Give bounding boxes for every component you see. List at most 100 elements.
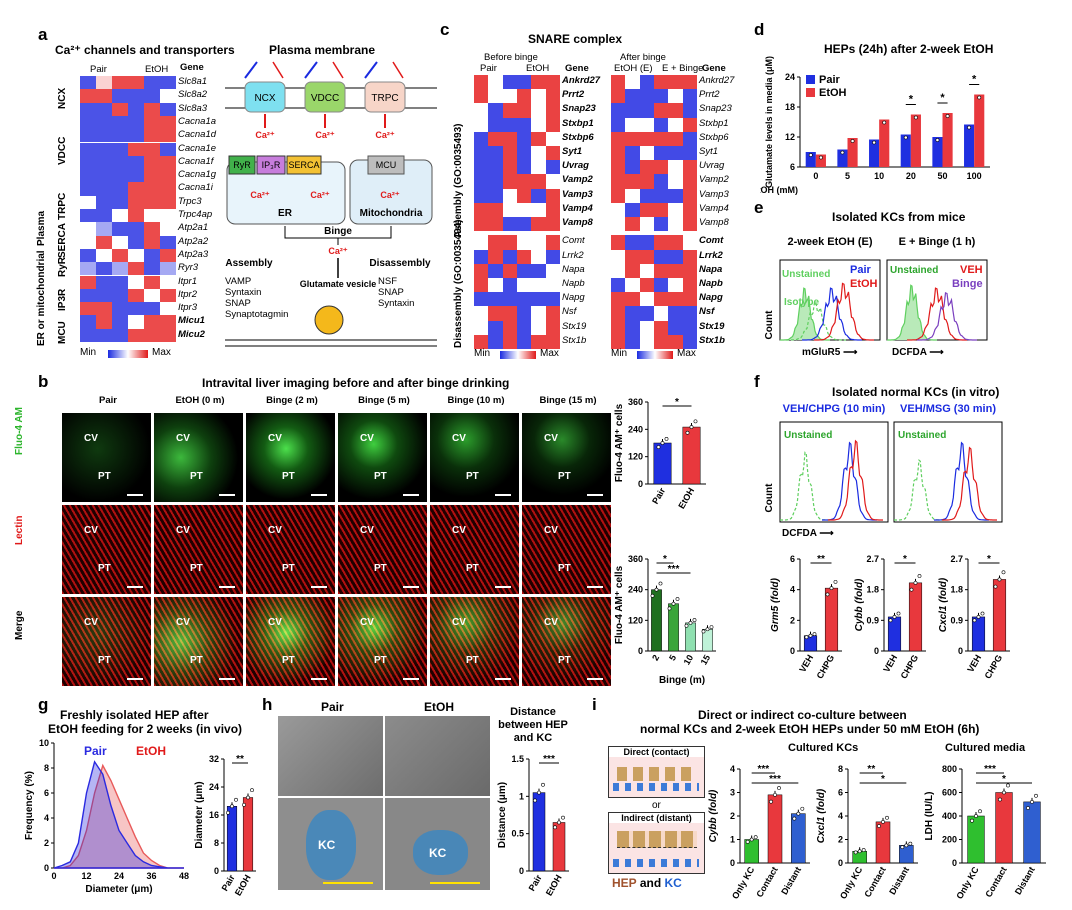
heatmap-cell xyxy=(682,160,697,175)
heatmap-cell xyxy=(144,129,160,143)
heatmap-cell xyxy=(517,188,532,203)
panel-label-b: b xyxy=(38,372,49,391)
heatmap-cell xyxy=(682,235,697,250)
heatmap-cell xyxy=(654,146,669,161)
binge-curve xyxy=(917,292,977,341)
data-point xyxy=(685,430,690,435)
scale-bar xyxy=(127,678,143,680)
heatmap-cell xyxy=(625,306,640,321)
y-tick-label: 2.7 xyxy=(866,554,879,564)
y-tick-label: 0 xyxy=(958,646,963,656)
heatmap-cell xyxy=(517,103,532,118)
data-point xyxy=(877,824,881,828)
scale-bar xyxy=(495,678,511,680)
data-point xyxy=(658,581,663,586)
hep-kc-legend: HEP and KC xyxy=(612,876,682,890)
gene-label: Stxbp6 xyxy=(699,131,729,143)
unstained-curve xyxy=(894,459,944,521)
vdcc-box xyxy=(304,81,346,113)
assembly-item: Synaptotagmin xyxy=(225,309,289,320)
data-point xyxy=(977,95,982,100)
panel-e-title: Isolated KCs from mice xyxy=(832,210,966,224)
cv-label: CV xyxy=(84,525,98,536)
data-point xyxy=(230,804,234,809)
heatmap-cell xyxy=(654,334,669,349)
bar xyxy=(900,134,911,167)
heatmap-cell xyxy=(160,142,176,156)
heatmap-cell xyxy=(639,75,654,90)
panel-label-g: g xyxy=(38,695,49,714)
sig-marker: * xyxy=(1002,774,1006,785)
heatmap-cell xyxy=(531,174,546,189)
heatmap-cell xyxy=(545,249,560,264)
heatmap-cell xyxy=(96,222,112,236)
data-point xyxy=(773,792,777,797)
heatmap-cell xyxy=(668,235,683,250)
gene-label: Itpr3 xyxy=(178,302,198,314)
data-point xyxy=(808,633,813,638)
heatmap-cell xyxy=(502,249,517,264)
micrograph: CV PT xyxy=(62,505,151,594)
ryr-label: RyR xyxy=(233,160,251,170)
heatmap-cell xyxy=(639,160,654,175)
y-tick-label: 4 xyxy=(44,813,49,823)
heatmap-cell xyxy=(144,248,160,263)
heatmap-cell xyxy=(160,275,176,289)
sig-marker: * xyxy=(987,554,991,565)
heatmap-cell xyxy=(112,89,128,103)
heatmap-cell xyxy=(639,306,654,321)
heatmap-cell xyxy=(668,188,683,203)
heatmap-cell xyxy=(96,235,112,249)
heatmap-cell xyxy=(517,75,532,90)
heatmap-cell xyxy=(144,169,160,183)
group-vdcc: VDCC xyxy=(57,136,68,165)
micrograph: CV PT xyxy=(430,505,519,594)
legend-label: EtOH xyxy=(819,87,847,99)
cv-label: CV xyxy=(452,525,466,536)
micrograph: CV PT xyxy=(430,413,519,502)
heatmap-cell xyxy=(144,328,160,342)
heatmap-cell xyxy=(160,248,176,263)
heatmap-cell xyxy=(502,306,517,321)
heatmap-cell xyxy=(639,103,654,118)
scale-bar xyxy=(219,494,235,496)
c-gene-header-2: Gene xyxy=(702,63,726,74)
data-point xyxy=(675,597,680,601)
data-point xyxy=(853,850,858,855)
heatmap-cell xyxy=(682,217,697,232)
heatmap-cell xyxy=(625,235,640,250)
ca-label-2: Ca²⁺ xyxy=(315,130,335,140)
legend-binge: Binge xyxy=(952,278,983,290)
heatmap-cell xyxy=(517,117,532,132)
data-point xyxy=(250,788,254,793)
diagram-membrane-title: Plasma membrane xyxy=(269,43,375,57)
y-tick-label: 2 xyxy=(730,811,735,821)
heatmap-cell xyxy=(80,195,96,209)
y-tick-label: 18 xyxy=(785,102,795,112)
scale-bar xyxy=(587,586,603,588)
y-tick-label: 0 xyxy=(874,646,879,656)
heatmap-cell xyxy=(639,188,654,203)
cv-label: CV xyxy=(360,617,374,628)
heatmap-cell xyxy=(488,188,503,203)
bar xyxy=(837,149,848,167)
y-tick-label: 0.5 xyxy=(511,829,524,839)
row-label-merge: Merge xyxy=(14,610,25,640)
pt-label: PT xyxy=(282,563,295,574)
indirect-label: Indirect (distant) xyxy=(609,813,704,823)
pt-label: PT xyxy=(190,471,203,482)
heatmap-cell xyxy=(488,89,503,104)
heatmap-cell xyxy=(502,174,517,189)
y-tick-label: 0.9 xyxy=(950,615,963,625)
gene-label: Lrrk2 xyxy=(562,249,584,261)
heatmap-cell xyxy=(160,129,176,143)
scale-bar xyxy=(219,586,235,588)
heatmap-cell xyxy=(160,76,176,90)
group-trpc: TRPC xyxy=(57,192,68,220)
heatmap-cell xyxy=(625,103,640,118)
data-point xyxy=(1006,783,1010,788)
heatmap-cell xyxy=(96,115,112,130)
heatmap-cell xyxy=(160,222,176,236)
cv-label: CV xyxy=(544,525,558,536)
column-label: EtOH (0 m) xyxy=(175,395,225,406)
